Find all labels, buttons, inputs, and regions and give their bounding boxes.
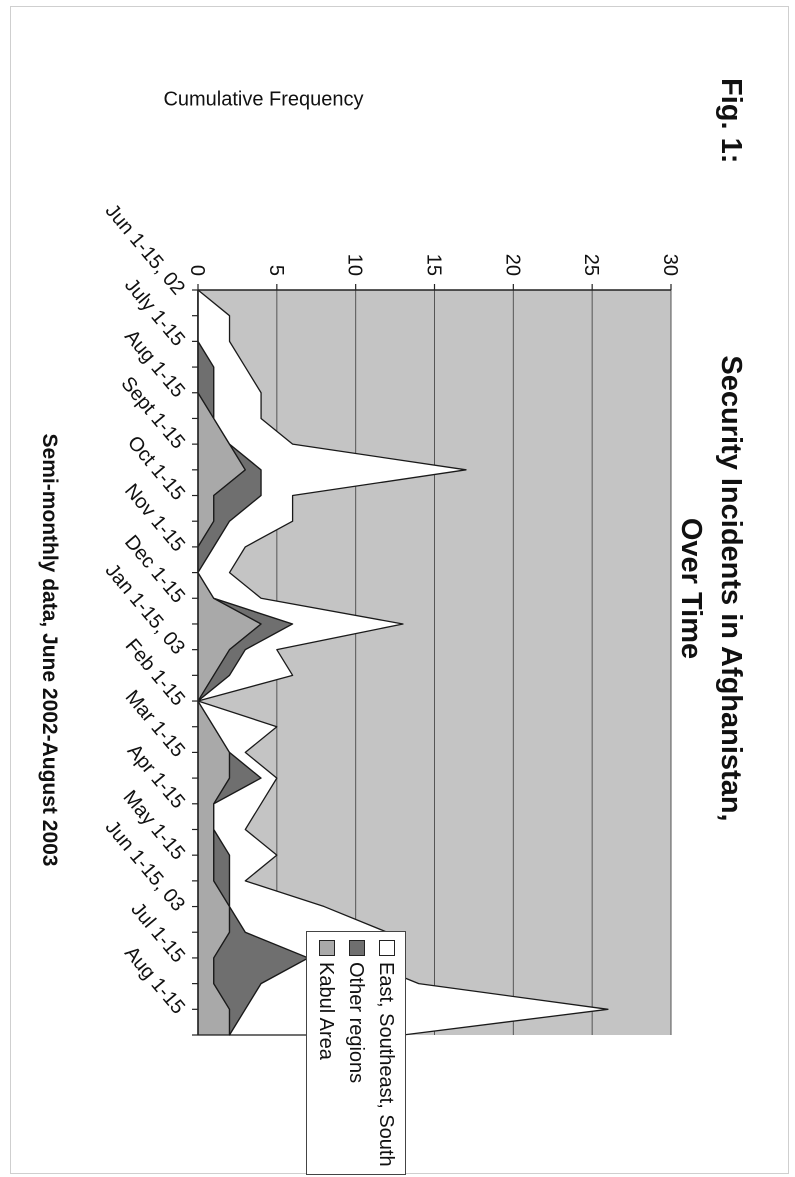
x-axis-label: Semi-monthly data, June 2002-August 2003 <box>38 433 61 867</box>
legend-label-east: East, Southeast, South <box>375 962 397 1167</box>
legend: East, Southeast, South Other regions Kab… <box>306 931 406 1175</box>
y-tick-label: 25 <box>580 254 602 276</box>
legend-swatch-other <box>349 940 365 956</box>
legend-label-other: Other regions <box>345 962 367 1084</box>
y-tick-label: 20 <box>501 254 523 276</box>
y-tick-label: 0 <box>186 265 208 276</box>
y-tick-label: 30 <box>659 254 681 276</box>
y-axis-ticks: 0 5 10 15 20 25 30 <box>186 254 681 290</box>
legend-item-kabul: Kabul Area <box>314 940 337 1060</box>
legend-item-other: Other regions <box>344 940 367 1083</box>
legend-swatch-east <box>379 940 395 956</box>
y-tick-label: 5 <box>265 265 287 276</box>
legend-swatch-kabul <box>319 940 335 956</box>
legend-label-kabul: Kabul Area <box>315 962 337 1060</box>
legend-item-east: East, Southeast, South <box>374 940 397 1167</box>
y-tick-label: 15 <box>423 254 445 276</box>
y-tick-label: 10 <box>344 254 366 276</box>
y-axis-label: Cumulative Frequency <box>163 88 364 111</box>
